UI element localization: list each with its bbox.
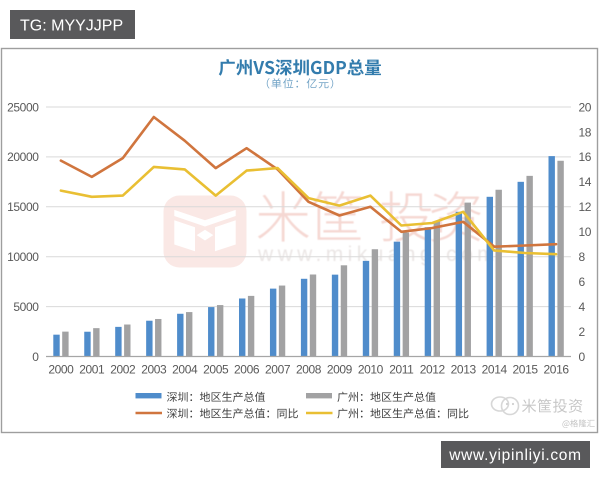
svg-text:2001: 2001 — [79, 363, 105, 377]
svg-text:2003: 2003 — [141, 363, 167, 377]
svg-text:4: 4 — [579, 300, 586, 314]
svg-text:2008: 2008 — [296, 363, 322, 377]
svg-text:0: 0 — [579, 350, 586, 364]
svg-text:16: 16 — [579, 150, 592, 164]
svg-text:2015: 2015 — [513, 363, 539, 377]
svg-text:15000: 15000 — [7, 200, 39, 214]
svg-text:2002: 2002 — [110, 363, 136, 377]
svg-text:2009: 2009 — [327, 363, 353, 377]
svg-text:14: 14 — [579, 175, 592, 189]
svg-text:10: 10 — [579, 225, 592, 239]
svg-text:25000: 25000 — [7, 100, 39, 114]
svg-text:2012: 2012 — [420, 363, 446, 377]
svg-text:2016: 2016 — [544, 363, 570, 377]
svg-text:2000: 2000 — [48, 363, 74, 377]
svg-text:2014: 2014 — [482, 363, 508, 377]
svg-text:2011: 2011 — [389, 363, 414, 377]
svg-text:2010: 2010 — [358, 363, 384, 377]
svg-text:2: 2 — [579, 325, 586, 339]
svg-text:18: 18 — [579, 125, 592, 139]
svg-text:2007: 2007 — [265, 363, 291, 377]
svg-text:2004: 2004 — [172, 363, 198, 377]
svg-text:2013: 2013 — [451, 363, 477, 377]
svg-text:6: 6 — [579, 275, 586, 289]
svg-text:20: 20 — [579, 100, 592, 114]
svg-text:8: 8 — [579, 250, 586, 264]
svg-text:10000: 10000 — [7, 250, 39, 264]
svg-text:0: 0 — [32, 350, 39, 364]
svg-text:5000: 5000 — [13, 300, 39, 314]
svg-text:TG: MYYJJPP: TG: MYYJJPP — [20, 18, 123, 35]
svg-text:www.yipinliyi.com: www.yipinliyi.com — [448, 447, 581, 464]
svg-text:12: 12 — [579, 200, 592, 214]
svg-text:2005: 2005 — [203, 363, 229, 377]
svg-text:20000: 20000 — [7, 150, 39, 164]
svg-text:2006: 2006 — [234, 363, 260, 377]
